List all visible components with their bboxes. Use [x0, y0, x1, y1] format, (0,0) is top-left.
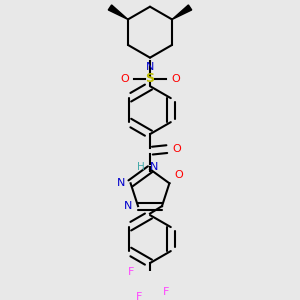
Text: O: O: [120, 74, 129, 84]
Text: F: F: [136, 292, 142, 300]
Text: S: S: [146, 72, 154, 85]
Text: O: O: [172, 144, 181, 154]
Text: N: N: [124, 201, 133, 211]
Text: F: F: [128, 267, 134, 277]
Text: F: F: [163, 287, 169, 297]
Text: N: N: [150, 162, 158, 172]
Text: O: O: [175, 170, 184, 180]
Text: N: N: [146, 61, 154, 72]
Polygon shape: [172, 5, 192, 20]
Text: O: O: [171, 74, 180, 84]
Text: H: H: [136, 162, 144, 172]
Polygon shape: [108, 5, 128, 20]
Text: N: N: [117, 178, 125, 188]
